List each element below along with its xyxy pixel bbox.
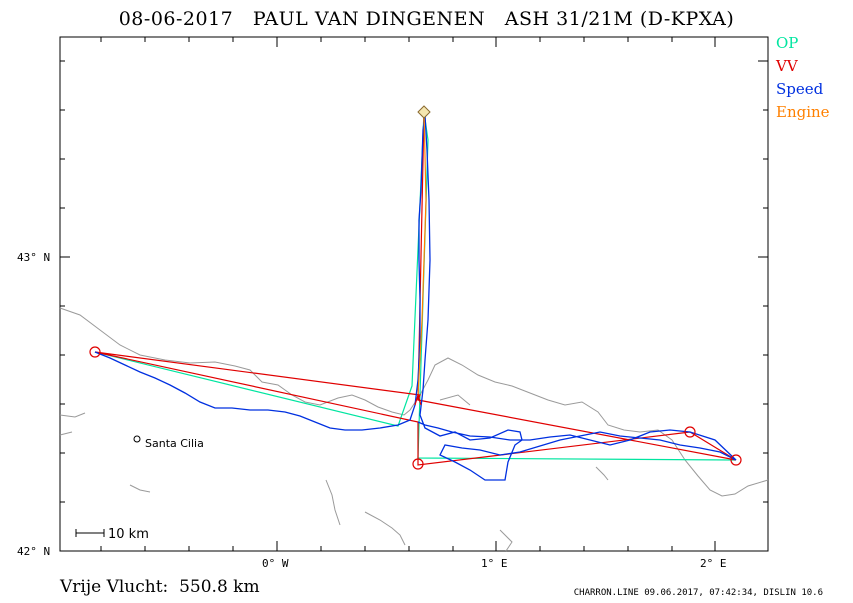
x-label-0: 0° W xyxy=(262,557,289,570)
flight-date: 08-06-2017 xyxy=(118,8,234,30)
glider-name: ASH 31/21M (D-KPXA) xyxy=(504,8,735,30)
northern-turnpoint-diamond xyxy=(417,105,431,119)
start-arrow xyxy=(414,392,422,406)
turnpoint-markers xyxy=(89,346,742,470)
engine-track xyxy=(417,111,427,396)
distance-label: Vrije Vlucht: xyxy=(60,577,169,597)
y-label-42: 42° N xyxy=(17,545,50,558)
speed-track xyxy=(94,114,737,481)
vv-track xyxy=(94,351,737,466)
place-label-santa-cilia: Santa Cilia xyxy=(145,437,204,450)
pilot-name: PAUL VAN DINGENEN xyxy=(252,8,486,30)
y-label-43: 43° N xyxy=(17,251,50,264)
map-frame xyxy=(59,36,769,552)
legend-op: OP xyxy=(776,34,799,52)
place-marker xyxy=(133,435,141,443)
x-label-1: 1° E xyxy=(481,557,508,570)
distance-readout: Vrije Vlucht: 550.8 km xyxy=(60,577,260,597)
turnpoint-marker xyxy=(730,454,742,466)
scale-bar-label: 10 km xyxy=(108,527,149,542)
bottom-ticks xyxy=(100,37,716,551)
turnpoint-marker xyxy=(89,346,101,358)
distance-value: 550.8 km xyxy=(179,577,260,597)
terrain-boundaries xyxy=(59,307,769,552)
left-ticks xyxy=(60,60,768,503)
op-track xyxy=(94,111,736,461)
legend-vv: VV xyxy=(776,57,798,75)
legend-engine: Engine xyxy=(776,103,830,121)
x-label-2: 2° E xyxy=(700,557,727,570)
footer-info: CHARRON.LINE 09.06.2017, 07:42:34, DISLI… xyxy=(573,588,823,598)
turnpoint-marker xyxy=(684,426,696,438)
legend-speed: Speed xyxy=(776,80,824,98)
page-title: 08-06-2017 PAUL VAN DINGENEN ASH 31/21M … xyxy=(0,8,853,30)
scale-bar xyxy=(75,529,105,537)
turnpoint-marker xyxy=(412,458,424,470)
